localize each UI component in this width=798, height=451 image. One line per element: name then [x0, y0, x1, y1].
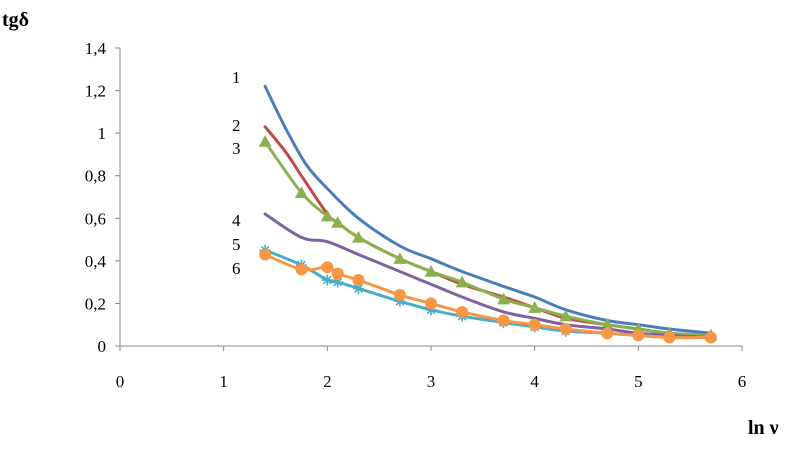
series-label-2: 2: [232, 116, 241, 135]
series-6-point: [632, 329, 645, 342]
x-tick-label: 4: [530, 372, 539, 391]
series-3-point: [258, 135, 272, 147]
series-2: [263, 125, 713, 337]
y-tick-label: 1: [98, 124, 107, 143]
y-tick-label: 0,8: [85, 167, 106, 186]
x-tick-label: 1: [219, 372, 228, 391]
y-tick-label: 0,4: [85, 252, 107, 271]
series-label-6: 6: [232, 259, 241, 278]
series-3-point: [331, 216, 345, 228]
series-label-4: 4: [232, 211, 241, 230]
series-3-point: [351, 230, 365, 243]
series-5-point: [352, 283, 364, 295]
series-6-point: [559, 322, 572, 335]
series-6-point: [456, 305, 469, 318]
x-tick-label: 3: [427, 372, 436, 391]
y-tick-label: 1,2: [85, 82, 106, 101]
x-tick-label: 6: [738, 372, 747, 391]
series-3-point: [559, 309, 573, 322]
y-axis-title: tgδ: [2, 9, 29, 31]
series-6-point: [663, 331, 676, 344]
series-3-point: [455, 275, 469, 288]
series-5-point: [332, 276, 344, 288]
y-tick-label: 0: [98, 337, 107, 356]
series-3-point: [497, 292, 511, 305]
x-tick-label: 0: [116, 372, 125, 391]
series-6-point: [528, 318, 541, 331]
series-6-point: [321, 261, 334, 274]
series-5-point: [321, 274, 333, 286]
series-6-point: [295, 263, 308, 276]
series-label-5: 5: [232, 235, 241, 254]
series-3-point: [424, 265, 438, 277]
series-5-point: [394, 295, 406, 307]
x-tick-label: 2: [323, 372, 332, 391]
y-tick-label: 0,6: [85, 209, 106, 228]
series-3: [258, 135, 718, 341]
series-6-point: [259, 248, 272, 261]
series-label-1: 1: [232, 68, 241, 87]
series-6-point: [425, 297, 437, 310]
series-6-point: [704, 331, 717, 344]
series-6-point: [352, 274, 365, 287]
y-tick-label: 0,2: [85, 294, 106, 313]
series-3-point: [294, 186, 308, 198]
series-5-point: [425, 304, 437, 316]
series-3-point: [600, 318, 614, 330]
series-3-point: [528, 301, 542, 313]
series-6-point: [497, 314, 510, 327]
series-6-point: [393, 288, 406, 301]
axes: 0 0,2 0,4 0,6 0,8 1 1,2 1,4 0 1 2 3 4 5 6: [85, 39, 747, 391]
x-tick-label: 5: [634, 372, 643, 391]
series-1: [263, 84, 713, 335]
series-layer: [258, 84, 718, 344]
y-tick-label: 1,4: [85, 39, 107, 58]
series-3-point: [393, 252, 407, 264]
series-6: [259, 248, 717, 344]
series-label-3: 3: [232, 139, 241, 158]
series-2-line: [263, 125, 713, 337]
series-6-point: [331, 267, 344, 280]
series-3-point: [320, 209, 334, 222]
series-1-line: [263, 84, 713, 335]
x-axis-title: ln ν: [748, 417, 779, 439]
labels-layer: 1 2 3 4 5 6: [232, 68, 241, 278]
series-6-point: [601, 327, 614, 340]
